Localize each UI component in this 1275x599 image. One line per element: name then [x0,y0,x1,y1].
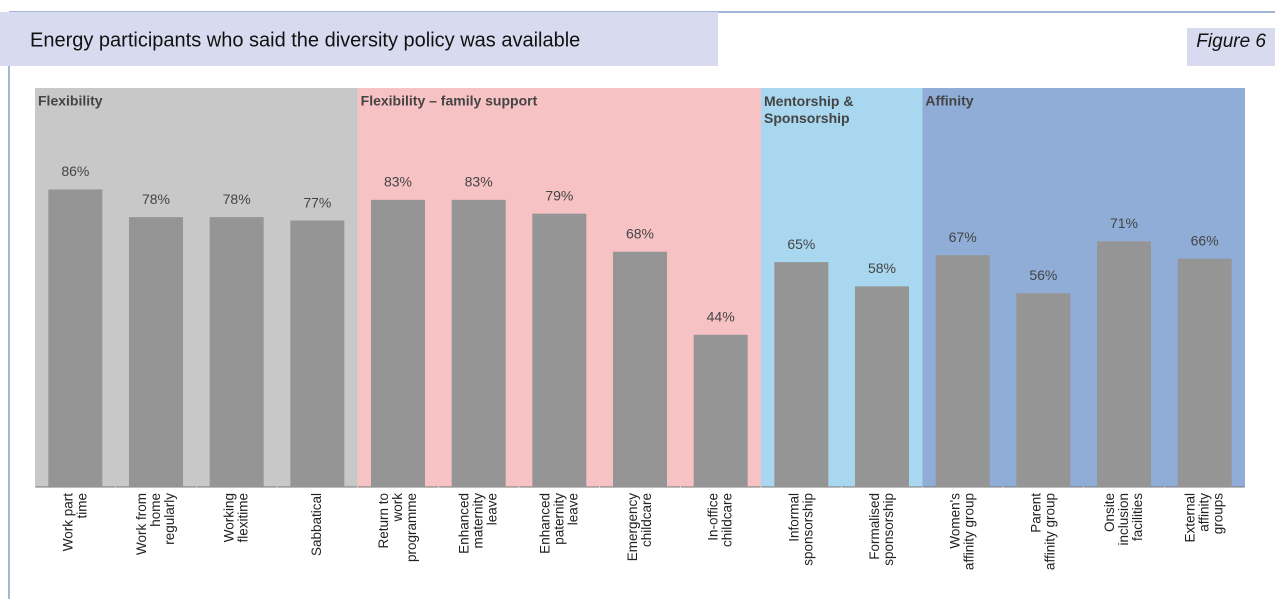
bar [209,217,264,487]
value-label: 78% [223,191,251,207]
bar [1097,241,1151,487]
value-label: 71% [1110,215,1138,231]
x-tick-label: Parentaffinity group [1028,493,1057,570]
bar [774,262,829,487]
x-tick-label: Work fromhomeregularly [134,493,177,555]
bar [1177,258,1232,487]
value-label: 58% [868,260,896,276]
bar [371,199,425,487]
x-tick-label: Enhancedmaternityleave [456,493,499,554]
x-tick-label: In-officechildcare [705,493,734,547]
x-tick-label: Emergencychildcare [625,493,654,562]
chart-title: Energy participants who said the diversi… [30,29,580,51]
x-tick-label: Enhancedpaternityleave [537,493,580,554]
x-tick-label: Work parttime [60,493,89,552]
value-label: 44% [707,308,735,324]
group-label: Flexibility [38,93,103,109]
x-tick-label: Informalsponsorship [786,493,815,566]
value-label: 67% [949,229,977,245]
bar [693,334,748,487]
value-label: 68% [626,225,654,241]
x-tick-label: Women'saffinity group [947,493,976,570]
x-tick-label: Formalisedsponsorship [867,493,896,566]
group-label: Mentorship & Sponsorship [764,93,853,126]
x-tick-label: Workingflexitime [221,493,250,543]
x-tick-label: Sabbatical [309,493,324,556]
bar [48,189,103,487]
value-label: 56% [1029,267,1057,283]
figure-box [1187,28,1275,66]
value-label: 66% [1191,232,1219,248]
bar [935,255,990,487]
value-label: 78% [142,191,170,207]
value-label: 83% [465,174,493,190]
x-tick-label: Onsiteinclusionfacilities [1102,493,1145,546]
bar [855,286,909,487]
bar [129,217,183,487]
value-label: 86% [61,163,89,179]
value-label: 83% [384,174,412,190]
bar [451,199,506,487]
title-box [0,12,718,66]
value-label: 79% [545,187,573,203]
value-label: 65% [787,236,815,252]
group-label: Flexibility – family support [361,93,538,109]
bar [1016,293,1071,487]
bar [290,220,345,487]
x-tick-label: Return toworkprogramme [376,493,419,562]
value-label: 77% [303,194,331,210]
bar [532,213,587,487]
x-tick-label: Externalaffinitygroups [1182,493,1225,543]
bar [613,251,667,487]
figure-label: Figure 6 [1196,31,1266,52]
group-label: Affinity [925,93,973,109]
